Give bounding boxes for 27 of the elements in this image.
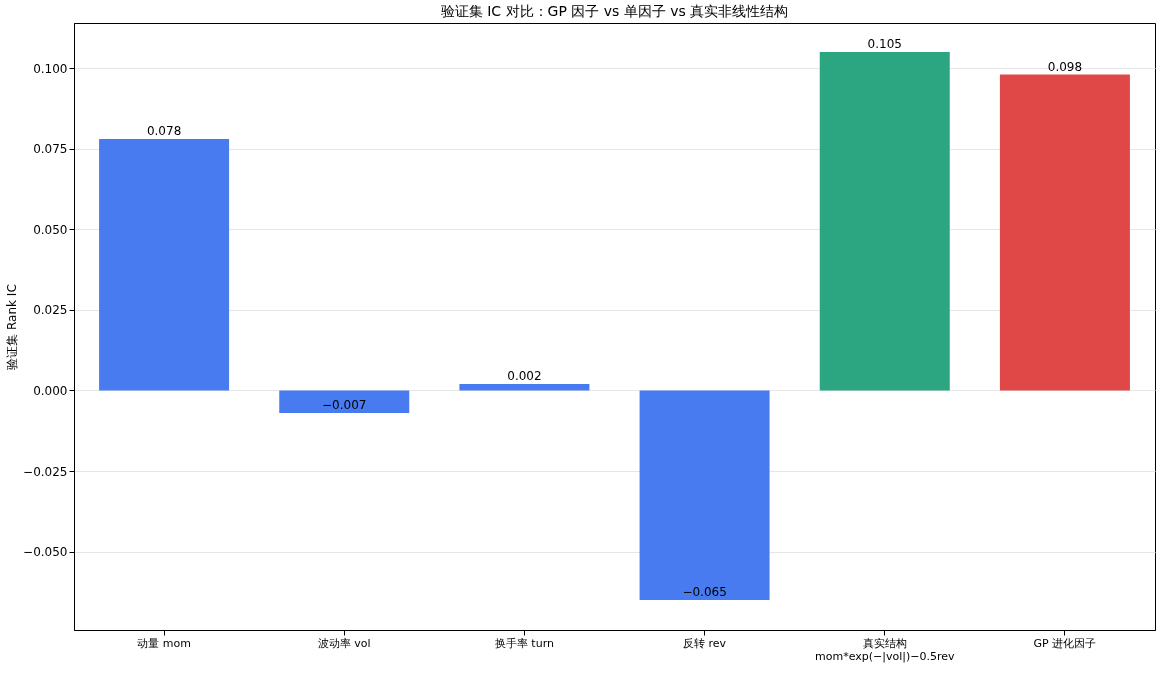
bar [459,384,590,391]
bar [279,390,410,414]
y-tick-label: 0.075 [33,142,68,157]
x-tick-label: GP 进化因子 [1033,636,1097,650]
x-tick-label: 动量 mom [137,636,191,650]
y-tick-label: 0.025 [33,303,68,318]
x-tick-label: 真实结构 mom*exp(−|vol|)−0.5rev [814,636,955,663]
y-tick-label: −0.050 [23,545,68,560]
chart-title: 验证集 IC 对比：GP 因子 vs 单因子 vs 真实非线性结构 [440,3,789,19]
x-tick-label: 换手率 turn [494,636,554,650]
data-label: 0.002 [507,369,542,384]
data-label: −0.007 [322,398,367,413]
bar [99,139,230,391]
y-tick-label: 0.000 [33,383,68,398]
x-tick-label: 波动率 vol [317,636,371,650]
x-tick-label: 反转 rev [683,636,727,650]
bar [639,390,770,601]
bar [819,52,950,391]
data-label: 0.098 [1047,59,1083,74]
y-tick-label: −0.025 [23,464,68,479]
y-tick-label: 0.050 [33,222,68,237]
y-axis-title: 验证集 Rank IC [5,284,20,370]
y-tick-label: 0.100 [33,61,68,76]
data-label: 0.105 [867,37,902,52]
data-label: −0.065 [682,585,727,600]
data-label: 0.078 [146,124,182,139]
bar [999,74,1130,391]
